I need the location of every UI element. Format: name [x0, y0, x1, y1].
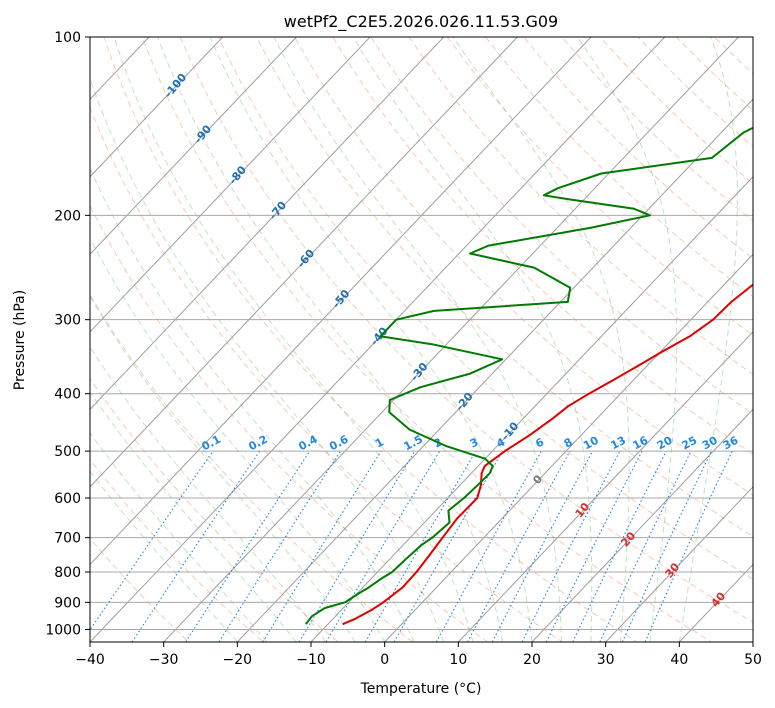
- pressure-gridlines: [90, 37, 753, 630]
- moist-adiabat: [209, 37, 533, 642]
- isotherm: [604, 486, 753, 642]
- x-tick-label: −40: [75, 652, 105, 668]
- y-tick-label: 100: [54, 30, 81, 46]
- mixing-ratio-label: 10: [581, 434, 601, 453]
- y-tick-label: 900: [54, 595, 81, 611]
- isotherm: [90, 37, 666, 642]
- y-tick-label: 500: [54, 444, 81, 460]
- y-tick-label: 200: [54, 208, 81, 224]
- mixing-ratio-label: 16: [631, 434, 651, 453]
- dry-adiabat: [90, 204, 489, 642]
- moist-adiabat: [90, 77, 445, 642]
- moist-adiabats: [90, 37, 738, 642]
- x-tick-label: 10: [449, 652, 467, 668]
- mixing-ratio-line: [131, 450, 261, 642]
- temperature-profile-line: [342, 283, 753, 626]
- x-tick-label: −30: [149, 652, 179, 668]
- isotherm: [531, 408, 753, 642]
- isotherm: [90, 37, 371, 333]
- mixing-ratio-line: [467, 450, 571, 642]
- isotherm: [90, 37, 592, 566]
- y-tick-label: 800: [54, 565, 81, 581]
- moist-adiabat: [678, 37, 738, 642]
- y-axis-label: Pressure (hPa): [12, 290, 28, 390]
- x-tick-label: 50: [744, 652, 762, 668]
- moist-adiabat: [113, 37, 474, 642]
- mixing-ratio-line: [90, 450, 214, 631]
- moist-adiabat: [90, 391, 297, 642]
- chart-title: wetPf2_C2E5.2026.026.11.53.G09: [284, 12, 558, 32]
- mixing-ratio-line: [644, 450, 733, 642]
- x-tick-label: 20: [523, 652, 541, 668]
- moist-adiabat: [90, 295, 356, 642]
- x-tick-label: −10: [296, 652, 326, 668]
- mixing-ratio-label: 13: [608, 434, 628, 453]
- isotherm: [457, 331, 753, 642]
- isotherm: [90, 37, 298, 256]
- mixing-ratio-line: [218, 450, 341, 642]
- moist-adiabat: [577, 37, 678, 642]
- isotherm: [162, 37, 740, 642]
- dry-adiabat: [446, 37, 753, 336]
- isotherm: [90, 37, 224, 178]
- moist-adiabat: [90, 237, 386, 642]
- mixing-ratio-label: 36: [721, 434, 741, 453]
- dry-adiabat: [485, 37, 753, 298]
- x-tick-label: −20: [223, 652, 253, 668]
- mixing-ratio-label: 30: [700, 434, 720, 453]
- moist-adiabat: [452, 37, 630, 642]
- dry-adiabat: [141, 37, 713, 642]
- moist-adiabat: [273, 37, 562, 642]
- dry-adiabat: [179, 37, 753, 623]
- y-tick-label: 1000: [45, 622, 81, 638]
- moist-adiabat: [90, 346, 327, 642]
- mixing-ratio-label: 20: [655, 434, 675, 453]
- isotherm: [383, 253, 753, 642]
- x-tick-label: 40: [670, 652, 688, 668]
- plot-frame: [89, 36, 754, 643]
- moist-adiabat: [157, 37, 503, 642]
- mixing-ratio-label: 25: [680, 434, 700, 453]
- dry-adiabats: [90, 37, 753, 642]
- isotherm: [236, 98, 753, 642]
- mixing-ratio-line: [572, 450, 667, 642]
- isotherms: [90, 37, 753, 642]
- mixing-ratio-line: [545, 450, 643, 642]
- y-tick-label: 700: [54, 531, 81, 547]
- mixing-ratio-line: [185, 450, 311, 642]
- y-tick-label: 400: [54, 387, 81, 403]
- profile-series: [305, 126, 753, 626]
- moist-adiabat: [90, 470, 238, 642]
- isotherm: [90, 37, 445, 411]
- mixing-ratio-line: [435, 450, 542, 642]
- dewpoint-profile-line: [305, 126, 753, 625]
- dry-adiabat: [90, 537, 190, 642]
- plot-area: -100-90-80-70-60-50-40-30-20-10010203040…: [90, 37, 753, 642]
- x-tick-label: 30: [597, 652, 615, 668]
- moist-adiabat: [90, 432, 268, 642]
- isotherm: [90, 37, 519, 488]
- isotherm: [310, 176, 753, 642]
- x-tick-label: 0: [380, 652, 389, 668]
- x-axis-ticks: −40 −30 −20 −10 0 10 20 30 40 50: [75, 642, 762, 668]
- dry-adiabat: [408, 37, 753, 375]
- moist-adiabat: [352, 37, 593, 642]
- y-tick-label: 600: [54, 491, 81, 507]
- mixing-ratio-line: [298, 450, 416, 642]
- y-axis-ticks: 1000 900 800 700 600 500 400 300 200 100: [45, 30, 90, 638]
- y-tick-label: 300: [54, 313, 81, 329]
- x-axis-label: Temperature (°C): [360, 681, 482, 697]
- mixing-ratio-line: [262, 450, 382, 642]
- dry-adiabat: [90, 106, 564, 642]
